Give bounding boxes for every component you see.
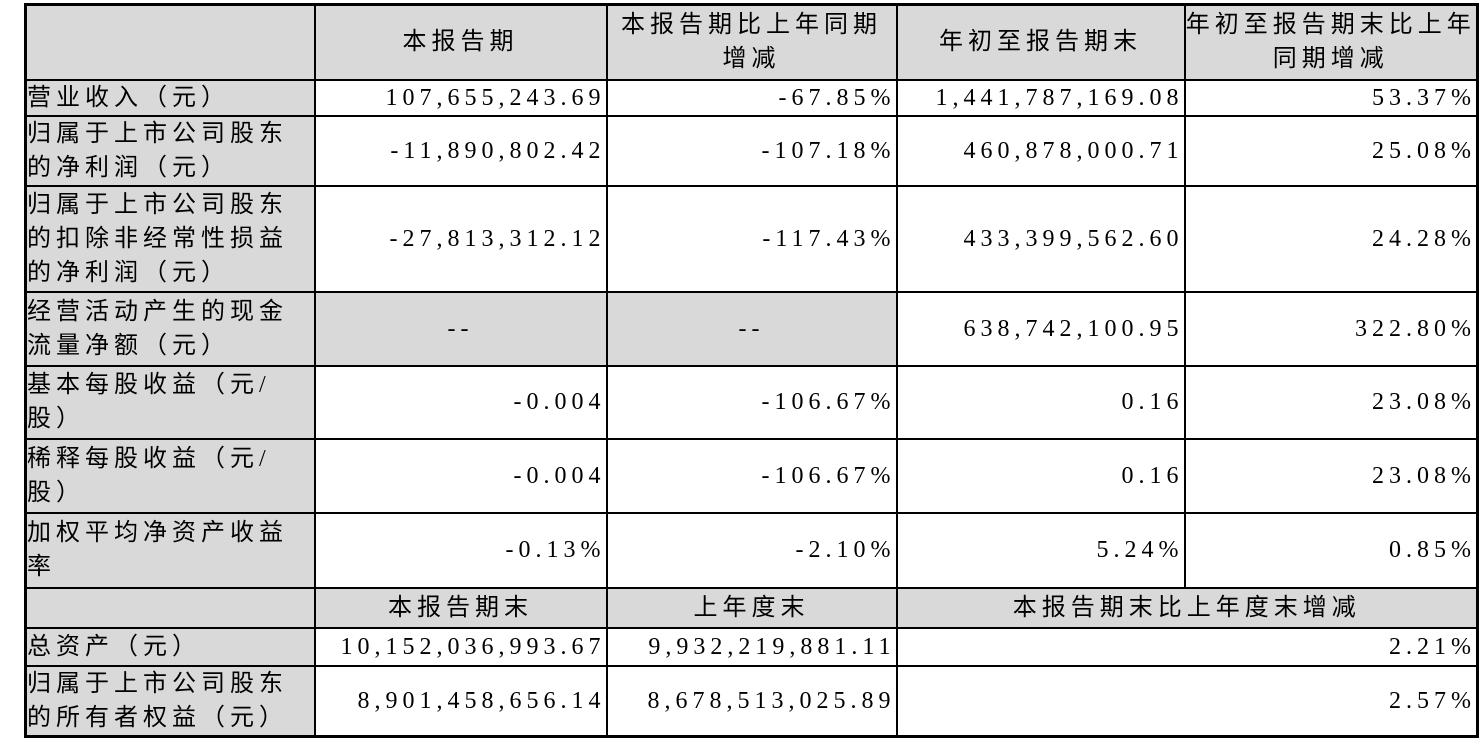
- cell-current: 107,655,243.69: [313, 78, 608, 117]
- cell-ytd: 460,878,000.71: [895, 114, 1186, 187]
- cell-ytd: 0.16: [895, 364, 1186, 440]
- cell-label: 稀释每股收益（元/股）: [24, 437, 316, 514]
- cell-label: 归属于上市公司股东的净利润（元）: [24, 114, 316, 187]
- cell-ytd-change: 53.37%: [1183, 78, 1479, 117]
- cell-change: 2.57%: [895, 664, 1479, 737]
- cell-current: -0.004: [313, 364, 608, 440]
- cell-label: 基本每股收益（元/股）: [24, 364, 316, 440]
- row-operating-revenue: 营业收入（元） 107,655,243.69 -67.85% 1,441,787…: [24, 78, 1479, 117]
- cell-ytd-change: 23.08%: [1183, 364, 1479, 440]
- cell-prior-year-end: 8,678,513,025.89: [605, 664, 898, 737]
- header-prior-year-end: 上年度末: [605, 586, 898, 629]
- header-ytd: 年初至报告期末: [895, 3, 1186, 81]
- cell-ytd-change: 25.08%: [1183, 114, 1479, 187]
- financial-summary-table: 本报告期 本报告期比上年同期增减 年初至报告期末 年初至报告期末比上年同期增减 …: [24, 3, 1479, 738]
- cell-label: 经营活动产生的现金流量净额（元）: [24, 290, 316, 367]
- cell-change: 2.21%: [895, 626, 1479, 667]
- cell-label: 归属于上市公司股东的所有者权益（元）: [24, 664, 316, 737]
- header-current-vs-prior-year: 本报告期比上年同期增减: [605, 3, 898, 81]
- header-row-balance: 本报告期末 上年度末 本报告期末比上年度末增减: [24, 586, 1479, 629]
- cell-yoy-change: -117.43%: [605, 184, 898, 293]
- cell-label: 营业收入（元）: [24, 78, 316, 117]
- header-period-end-change: 本报告期末比上年度末增减: [895, 586, 1479, 629]
- cell-ytd-change: 24.28%: [1183, 184, 1479, 293]
- row-net-profit: 归属于上市公司股东的净利润（元） -11,890,802.42 -107.18%…: [24, 114, 1479, 187]
- row-owners-equity: 归属于上市公司股东的所有者权益（元） 8,901,458,656.14 8,67…: [24, 664, 1479, 737]
- row-net-profit-excl-nonrecurring: 归属于上市公司股东的扣除非经常性损益的净利润（元） -27,813,312.12…: [24, 184, 1479, 293]
- cell-ytd: 1,441,787,169.08: [895, 78, 1186, 117]
- row-weighted-average-roe: 加权平均净资产收益率 -0.13% -2.10% 5.24% 0.85%: [24, 511, 1479, 589]
- cell-ytd: 433,399,562.60: [895, 184, 1186, 293]
- cell-prior-year-end: 9,932,219,881.11: [605, 626, 898, 667]
- row-operating-cash-flow: 经营活动产生的现金流量净额（元） -- -- 638,742,100.95 32…: [24, 290, 1479, 367]
- cell-yoy-change: -2.10%: [605, 511, 898, 589]
- cell-ytd: 0.16: [895, 437, 1186, 514]
- cell-current: -0.004: [313, 437, 608, 514]
- cell-current: -27,813,312.12: [313, 184, 608, 293]
- header2-corner-cell: [24, 586, 316, 629]
- header-ytd-vs-prior-year: 年初至报告期末比上年同期增减: [1183, 3, 1479, 81]
- row-total-assets: 总资产（元） 10,152,036,993.67 9,932,219,881.1…: [24, 626, 1479, 667]
- cell-ytd: 638,742,100.95: [895, 290, 1186, 367]
- cell-period-end: 8,901,458,656.14: [313, 664, 608, 737]
- header-corner-cell: [24, 3, 316, 81]
- cell-current: -0.13%: [313, 511, 608, 589]
- cell-label: 归属于上市公司股东的扣除非经常性损益的净利润（元）: [24, 184, 316, 293]
- cell-ytd: 5.24%: [895, 511, 1186, 589]
- cell-yoy-placeholder: --: [605, 290, 898, 367]
- row-basic-eps: 基本每股收益（元/股） -0.004 -106.67% 0.16 23.08%: [24, 364, 1479, 440]
- cell-yoy-change: -67.85%: [605, 78, 898, 117]
- cell-yoy-change: -106.67%: [605, 437, 898, 514]
- header-row-main: 本报告期 本报告期比上年同期增减 年初至报告期末 年初至报告期末比上年同期增减: [24, 3, 1479, 81]
- cell-ytd-change: 0.85%: [1183, 511, 1479, 589]
- cell-label: 总资产（元）: [24, 626, 316, 667]
- cell-period-end: 10,152,036,993.67: [313, 626, 608, 667]
- cell-yoy-change: -106.67%: [605, 364, 898, 440]
- cell-current: -11,890,802.42: [313, 114, 608, 187]
- cell-ytd-change: 23.08%: [1183, 437, 1479, 514]
- cell-current-placeholder: --: [313, 290, 608, 367]
- header-current-period: 本报告期: [313, 3, 608, 81]
- row-diluted-eps: 稀释每股收益（元/股） -0.004 -106.67% 0.16 23.08%: [24, 437, 1479, 514]
- cell-label: 加权平均净资产收益率: [24, 511, 316, 589]
- cell-ytd-change: 322.80%: [1183, 290, 1479, 367]
- cell-yoy-change: -107.18%: [605, 114, 898, 187]
- header-period-end: 本报告期末: [313, 586, 608, 629]
